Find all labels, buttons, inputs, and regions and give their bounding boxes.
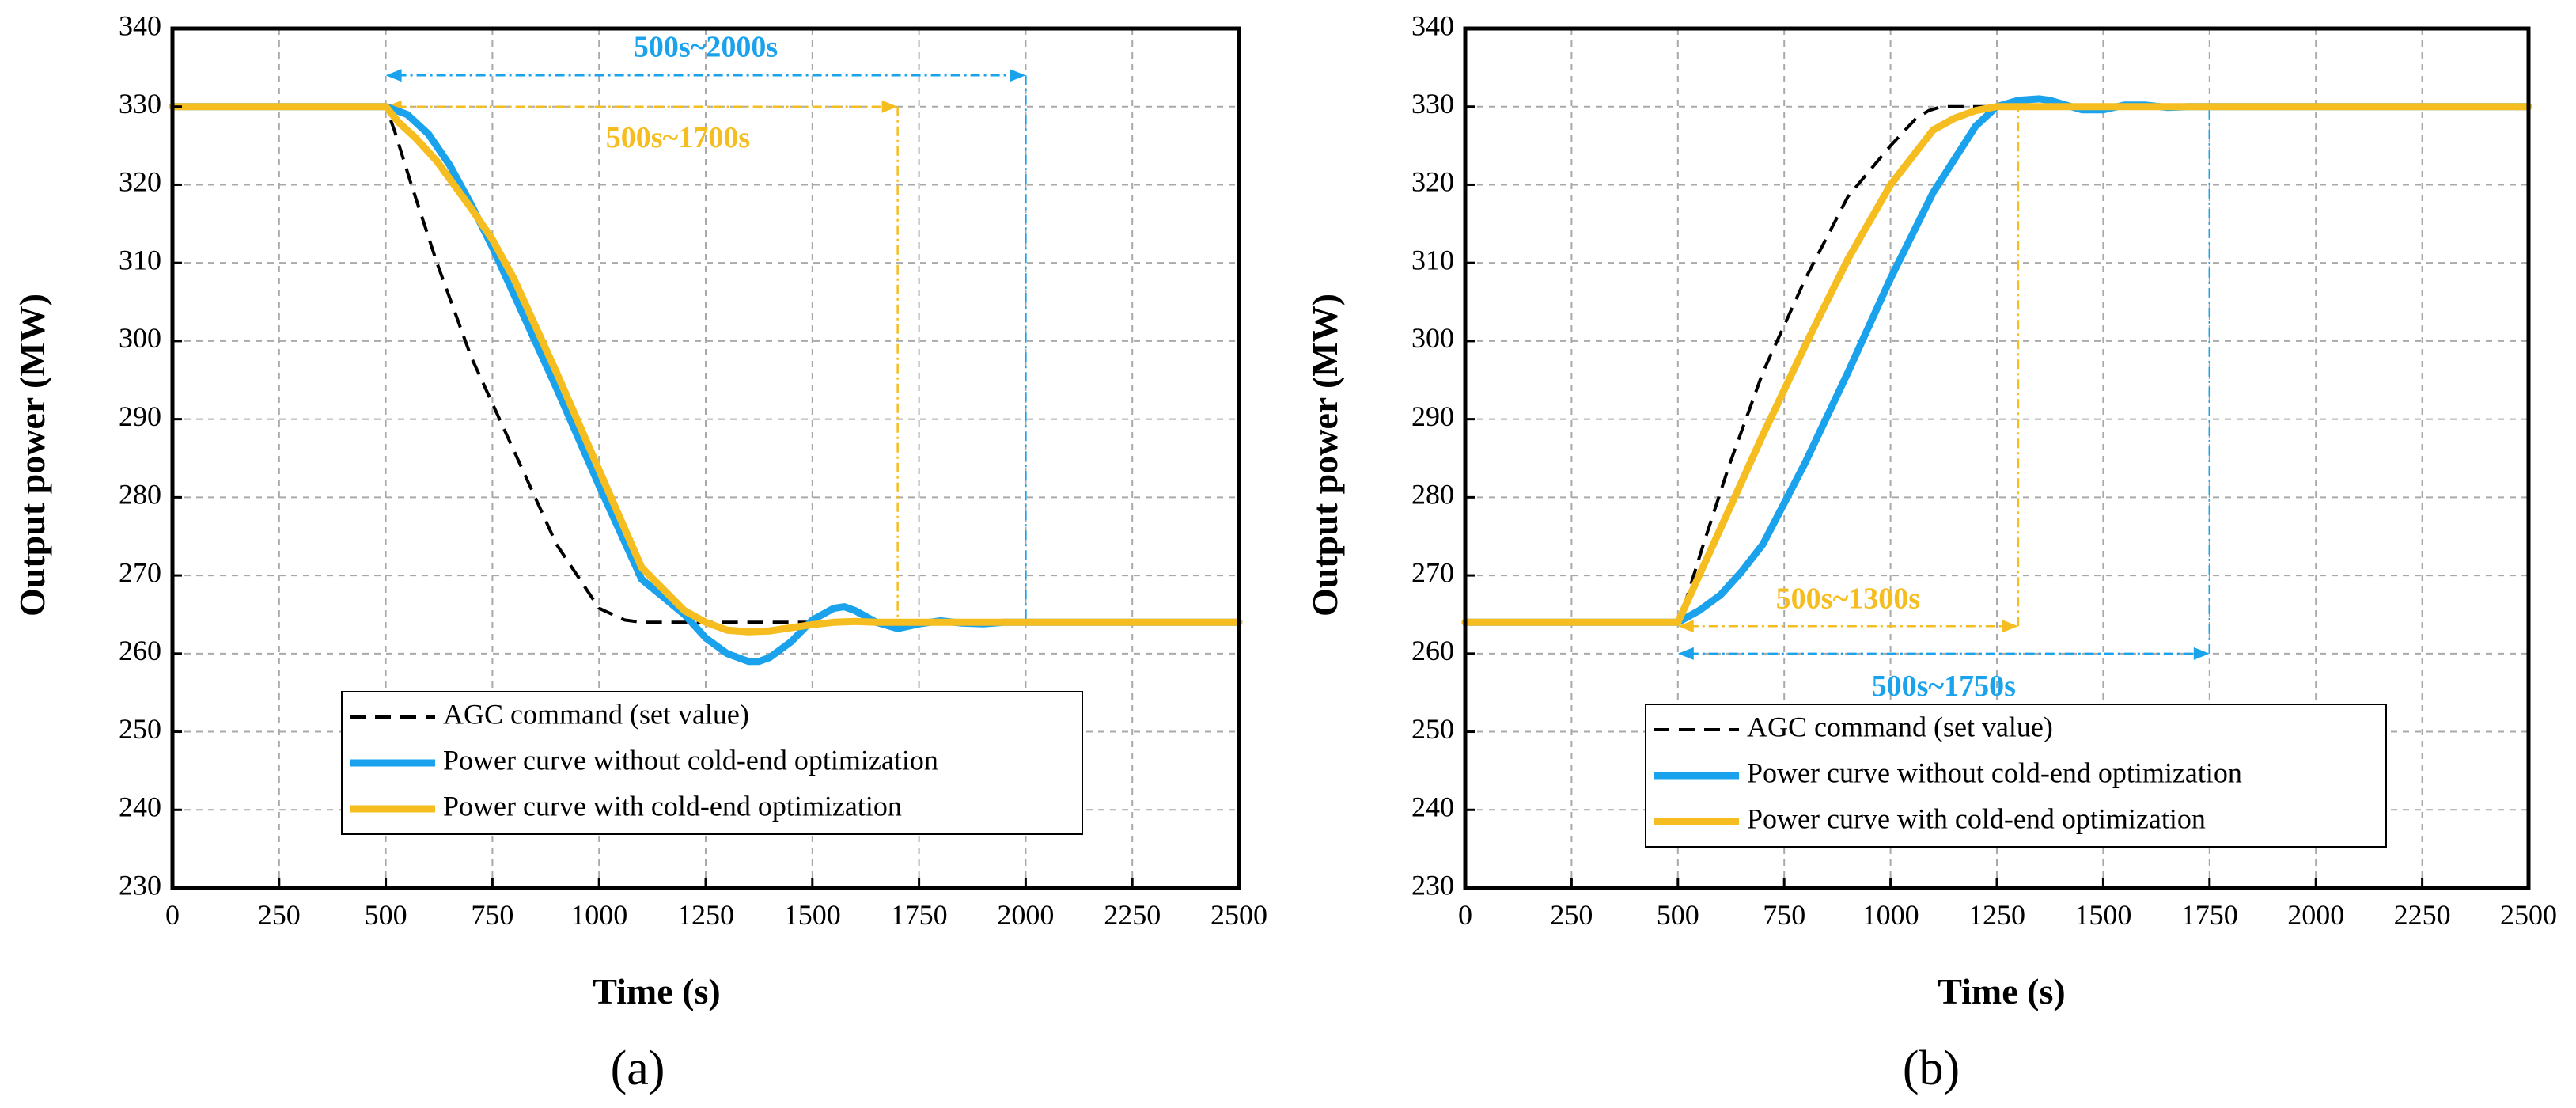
chart-a-ytick-label: 330 bbox=[119, 88, 161, 120]
chart-b-ytick-label: 320 bbox=[1411, 166, 1454, 198]
chart-b-legend-box bbox=[1645, 704, 2387, 848]
chart-b-panel-label: (b) bbox=[1903, 1042, 1960, 1095]
chart-a-xtick-label: 2000 bbox=[997, 899, 1054, 931]
chart-b-ytick-label: 250 bbox=[1411, 713, 1454, 745]
chart-b-ytick-label: 270 bbox=[1411, 556, 1454, 588]
chart-a-legend-box bbox=[341, 691, 1083, 835]
chart-a-arrowhead-left bbox=[385, 69, 402, 82]
chart-a-ytick-label: 310 bbox=[119, 244, 161, 275]
chart-a-xtick-label: 1750 bbox=[891, 899, 948, 931]
chart-b-xtick-label: 1750 bbox=[2181, 899, 2238, 931]
chart-a-xtick-label: 0 bbox=[165, 899, 180, 931]
chart-b-arrowhead-left bbox=[1677, 647, 1694, 660]
chart-b-ylabel: Output power (MW) bbox=[1305, 294, 1345, 617]
chart-a-ytick-label: 320 bbox=[119, 166, 161, 198]
chart-b-ytick-label: 300 bbox=[1411, 322, 1454, 354]
chart-b-ytick-label: 290 bbox=[1411, 400, 1454, 432]
chart-a-arrowhead-right bbox=[1010, 69, 1026, 82]
chart-a-ytick-label: 270 bbox=[119, 556, 161, 588]
chart-b-annotation-label: 500s~1750s bbox=[1872, 670, 2016, 703]
chart-b-ytick-label: 330 bbox=[1411, 88, 1454, 120]
chart-b-xtick-label: 1000 bbox=[1862, 899, 1919, 931]
chart-b-ytick-label: 340 bbox=[1411, 9, 1454, 41]
chart-a-ylabel: Output power (MW) bbox=[12, 294, 52, 617]
chart-b-xtick-label: 500 bbox=[1657, 899, 1699, 931]
chart-b-arrowhead-right bbox=[2002, 620, 2018, 633]
chart-b-arrowhead-left bbox=[1677, 620, 1694, 633]
chart-a-xtick-label: 750 bbox=[471, 899, 513, 931]
chart-b-xtick-label: 250 bbox=[1550, 899, 1593, 931]
chart-a-annotation-label: 500s~1700s bbox=[606, 121, 750, 154]
chart-a-arrowhead-right bbox=[881, 100, 898, 113]
chart-b-xtick-label: 1500 bbox=[2074, 899, 2131, 931]
chart-a-xtick-label: 2500 bbox=[1210, 899, 1267, 931]
chart-b-legend-label-agc: AGC command (set value) bbox=[1747, 711, 2053, 742]
chart-a-ytick-label: 280 bbox=[119, 479, 161, 510]
chart-a-ytick-label: 240 bbox=[119, 791, 161, 823]
chart-b-ytick-label: 230 bbox=[1411, 869, 1454, 901]
chart-b-ytick-label: 240 bbox=[1411, 791, 1454, 823]
chart-a-ytick-label: 230 bbox=[119, 869, 161, 901]
chart-b-ytick-label: 260 bbox=[1411, 635, 1454, 666]
chart-a-legend-label-without: Power curve without cold-end optimizatio… bbox=[443, 744, 938, 776]
chart-b-series-with-line bbox=[1461, 103, 2532, 626]
chart-a-ytick-label: 260 bbox=[119, 635, 161, 666]
chart-a-series-agc-line bbox=[172, 104, 1239, 624]
chart-a-ytick-label: 340 bbox=[119, 9, 161, 41]
chart-b-xtick-label: 2250 bbox=[2394, 899, 2451, 931]
chart-b-legend-label-with: Power curve with cold-end optimization bbox=[1747, 803, 2206, 834]
chart-a-annotation-label: 500s~2000s bbox=[634, 30, 778, 63]
chart-b-ytick-label: 310 bbox=[1411, 244, 1454, 275]
chart-b-xtick-label: 750 bbox=[1763, 899, 1805, 931]
chart-a-ytick-label: 290 bbox=[119, 400, 161, 432]
chart-b-xtick-label: 2500 bbox=[2500, 899, 2557, 931]
chart-a-xtick-label: 500 bbox=[365, 899, 407, 931]
chart-panel-a: Output power (MW) Time (s) (a) 500s~2000… bbox=[12, 9, 1267, 1095]
chart-a-xlabel: Time (s) bbox=[593, 971, 720, 1011]
chart-panel-b: Output power (MW) Time (s) (b) 500s~1300… bbox=[1305, 9, 2557, 1095]
chart-b-xlabel: Time (s) bbox=[1938, 971, 2065, 1011]
chart-b-xtick-label: 2000 bbox=[2287, 899, 2344, 931]
chart-b-arrowhead-right bbox=[2193, 647, 2210, 660]
chart-a-ytick-label: 300 bbox=[119, 322, 161, 354]
chart-a-xtick-label: 1000 bbox=[570, 899, 627, 931]
chart-b-legend-label-without: Power curve without cold-end optimizatio… bbox=[1747, 757, 2242, 788]
chart-a-xtick-label: 250 bbox=[258, 899, 301, 931]
chart-a-series-with-line bbox=[169, 103, 1243, 636]
chart-a-xtick-label: 1250 bbox=[677, 899, 734, 931]
chart-a-legend-label-agc: AGC command (set value) bbox=[443, 698, 749, 730]
chart-a-panel-label: (a) bbox=[611, 1042, 665, 1095]
chart-a-xtick-label: 1500 bbox=[784, 899, 841, 931]
chart-b-xtick-label: 1250 bbox=[1968, 899, 2025, 931]
chart-b-annotation-label: 500s~1300s bbox=[1776, 582, 1920, 615]
chart-b-xtick-label: 0 bbox=[1458, 899, 1472, 931]
chart-a-ytick-label: 250 bbox=[119, 713, 161, 745]
chart-a-legend-label-with: Power curve with cold-end optimization bbox=[443, 790, 902, 822]
chart-a-xtick-label: 2250 bbox=[1104, 899, 1161, 931]
chart-b-ytick-label: 280 bbox=[1411, 479, 1454, 510]
